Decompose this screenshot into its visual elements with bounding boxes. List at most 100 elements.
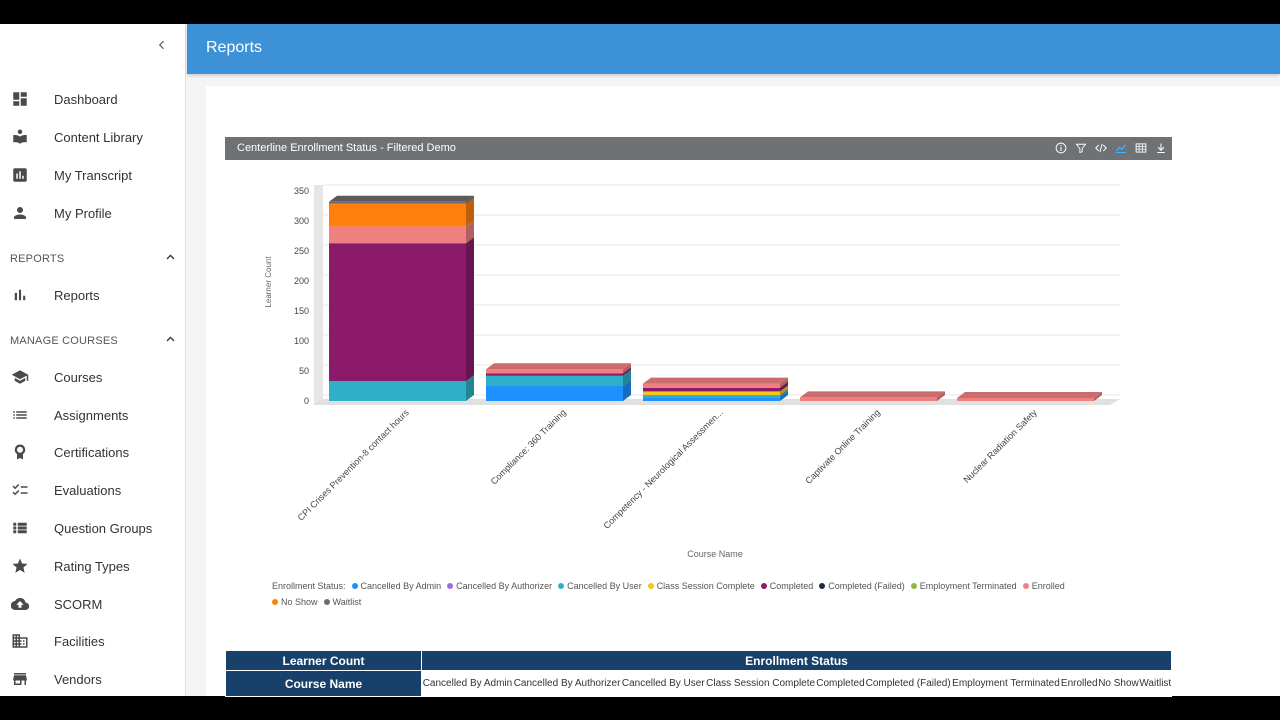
sidebar-item-content-library[interactable]: Content Library: [0, 120, 186, 154]
legend-item[interactable]: Completed: [760, 578, 813, 594]
column-header[interactable]: Cancelled By Admin: [421, 670, 513, 697]
sidebar-item-label: Assignments: [54, 407, 129, 423]
y-tick-label: 200: [294, 276, 309, 286]
sidebar-item-assignments[interactable]: Assignments: [0, 398, 186, 432]
bar-segment[interactable]: [329, 195, 474, 204]
chart-legend: Enrollment Status: Cancelled By Admin Canc…: [272, 578, 1102, 610]
bar-segment[interactable]: [957, 392, 1102, 401]
list-bullets-icon: [10, 518, 30, 538]
legend-item[interactable]: Class Session Complete: [647, 578, 755, 594]
sidebar-item-certifications[interactable]: Certifications: [0, 435, 186, 469]
legend-item[interactable]: Cancelled By Authorizer: [447, 578, 552, 594]
x-tick-label: Competency - Neurological Assessmen...: [601, 407, 724, 530]
bar-segment-side: [623, 369, 631, 386]
bar-segment[interactable]: [486, 363, 631, 374]
bar-segment[interactable]: [329, 375, 474, 401]
page-title: Reports: [206, 39, 263, 56]
info-icon[interactable]: [1054, 140, 1068, 156]
bar-segment-front: [643, 397, 780, 401]
legend-label: Cancelled By Authorizer: [456, 581, 553, 591]
sidebar-item-facilities[interactable]: Facilities: [0, 624, 186, 658]
bar-segment[interactable]: [486, 369, 631, 386]
bar-segment[interactable]: [643, 385, 788, 395]
sidebar-item-label: Reports: [54, 287, 100, 303]
column-header[interactable]: Cancelled By User: [621, 670, 706, 697]
legend-item[interactable]: Cancelled By Admin: [351, 578, 441, 594]
bar-segment[interactable]: [329, 197, 474, 227]
column-header[interactable]: No Show: [1097, 670, 1140, 697]
bar-segment[interactable]: [486, 380, 631, 401]
legend-swatch: [647, 583, 654, 589]
bar-segment[interactable]: [643, 391, 788, 401]
bar-chart-icon: [10, 285, 30, 305]
sidebar-item-courses[interactable]: Courses: [0, 360, 186, 394]
column-header[interactable]: Enrolled: [1060, 670, 1098, 697]
legend-title: Enrollment Status:: [272, 581, 346, 591]
column-header[interactable]: Class Session Complete: [705, 670, 816, 697]
manage-courses-section-header[interactable]: MANAGE COURSES: [10, 331, 176, 351]
bar-segment[interactable]: [643, 381, 788, 392]
sidebar-item-my-profile[interactable]: My Profile: [0, 196, 186, 230]
y-tick-label: 0: [304, 396, 309, 406]
bar-segment-side: [780, 389, 788, 398]
column-header[interactable]: Completed (Failed): [865, 670, 952, 697]
bar-segment-front: [329, 243, 466, 382]
bar-segment[interactable]: [329, 220, 474, 244]
header-course-name[interactable]: Course Name: [225, 670, 422, 697]
sidebar-item-scorm[interactable]: SCORM: [0, 587, 186, 621]
bar-segment-side: [780, 391, 788, 401]
sidebar-item-my-transcript[interactable]: My Transcript: [0, 158, 186, 192]
column-header[interactable]: Completed: [815, 670, 865, 697]
legend-item[interactable]: Completed (Failed): [819, 578, 905, 594]
sidebar-item-question-groups[interactable]: Question Groups: [0, 511, 186, 545]
bar-segment-front: [643, 395, 780, 398]
y-axis-label: Learner Count: [264, 256, 273, 308]
legend-label: Cancelled By User: [567, 581, 642, 591]
sidebar-item-vendors[interactable]: Vendors: [0, 662, 186, 696]
chart-view-icon[interactable]: [1114, 140, 1128, 156]
legend-label: No Show: [281, 597, 318, 607]
filter-icon[interactable]: [1074, 140, 1088, 156]
sidebar-item-label: Content Library: [54, 129, 143, 145]
bar-segment[interactable]: [486, 367, 631, 376]
legend-item[interactable]: Employment Terminated: [910, 578, 1017, 594]
chevron-left-icon[interactable]: [156, 38, 172, 58]
legend-item[interactable]: Enrolled: [1022, 578, 1065, 594]
sidebar-item-label: Courses: [54, 369, 103, 385]
legend-item[interactable]: Waitlist: [323, 594, 361, 610]
graduation-cap-icon: [10, 367, 30, 387]
transcript-chart-icon: [10, 165, 30, 185]
x-tick-label: Nuclear Radiation Safety: [961, 407, 1039, 485]
table-subheader-row: Course Name Cancelled By Admin Cancelled …: [225, 670, 1172, 697]
column-header[interactable]: Waitlist: [1139, 670, 1172, 697]
bar-segment-front: [486, 386, 623, 401]
bar-segment[interactable]: [643, 377, 788, 388]
legend-label: Enrolled: [1031, 581, 1065, 591]
bar-segment-side: [780, 381, 788, 392]
legend-swatch: [910, 583, 917, 589]
chevron-up-icon[interactable]: [165, 252, 176, 266]
sidebar-item-rating-types[interactable]: Rating Types: [0, 549, 186, 583]
chevron-up-icon[interactable]: [165, 334, 176, 348]
reports-section-header[interactable]: REPORTS: [10, 249, 176, 269]
legend-item[interactable]: No Show: [272, 594, 318, 610]
sidebar-item-reports[interactable]: Reports: [0, 278, 186, 312]
download-icon[interactable]: [1154, 140, 1168, 156]
legend-swatch: [1022, 583, 1029, 589]
bar-segment[interactable]: [329, 237, 474, 382]
sidebar-item-evaluations[interactable]: Evaluations: [0, 473, 186, 507]
column-header[interactable]: Cancelled By Authorizer: [512, 670, 622, 697]
sidebar-item-dashboard[interactable]: Dashboard: [0, 82, 186, 116]
column-header[interactable]: Employment Terminated: [951, 670, 1061, 697]
y-tick-label: 150: [294, 306, 309, 316]
code-icon[interactable]: [1094, 140, 1108, 156]
bar-segment-side: [780, 385, 788, 395]
legend-item[interactable]: Cancelled By User: [558, 578, 642, 594]
bar-segment[interactable]: [643, 389, 788, 398]
table-view-icon[interactable]: [1134, 140, 1148, 156]
bar-segment-side: [466, 375, 474, 401]
bar-segment[interactable]: [800, 391, 945, 401]
legend-swatch: [760, 583, 767, 589]
sidebar-item-label: Rating Types: [54, 558, 130, 574]
bar-top-face: [800, 391, 945, 398]
